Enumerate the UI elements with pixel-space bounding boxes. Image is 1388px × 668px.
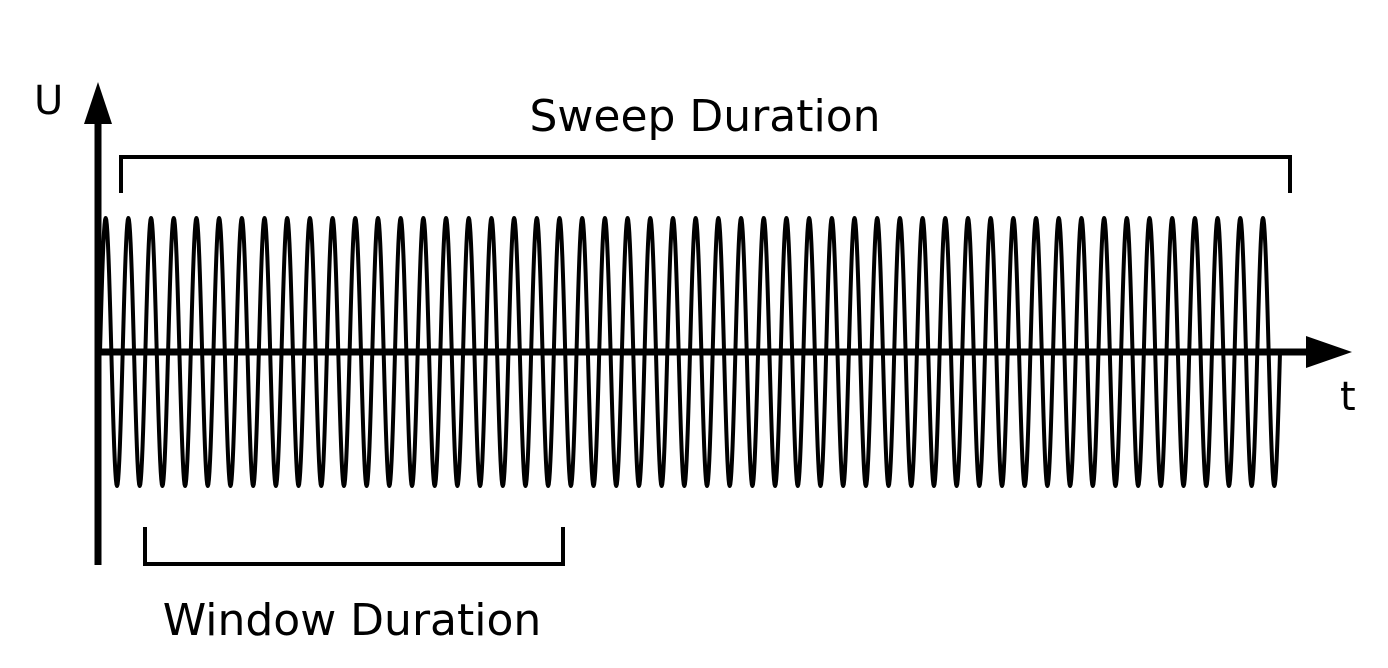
x-axis-label: t xyxy=(1340,374,1356,420)
time-axis-arrowhead xyxy=(1306,336,1352,368)
amplitude-axis-arrowhead xyxy=(84,82,112,124)
sweep-duration-label: Sweep Duration xyxy=(529,91,880,142)
sweep-duration-bracket xyxy=(119,155,1292,193)
y-axis-label: U xyxy=(34,78,63,124)
window-duration-bracket xyxy=(143,527,565,566)
window-duration-label: Window Duration xyxy=(163,595,542,646)
